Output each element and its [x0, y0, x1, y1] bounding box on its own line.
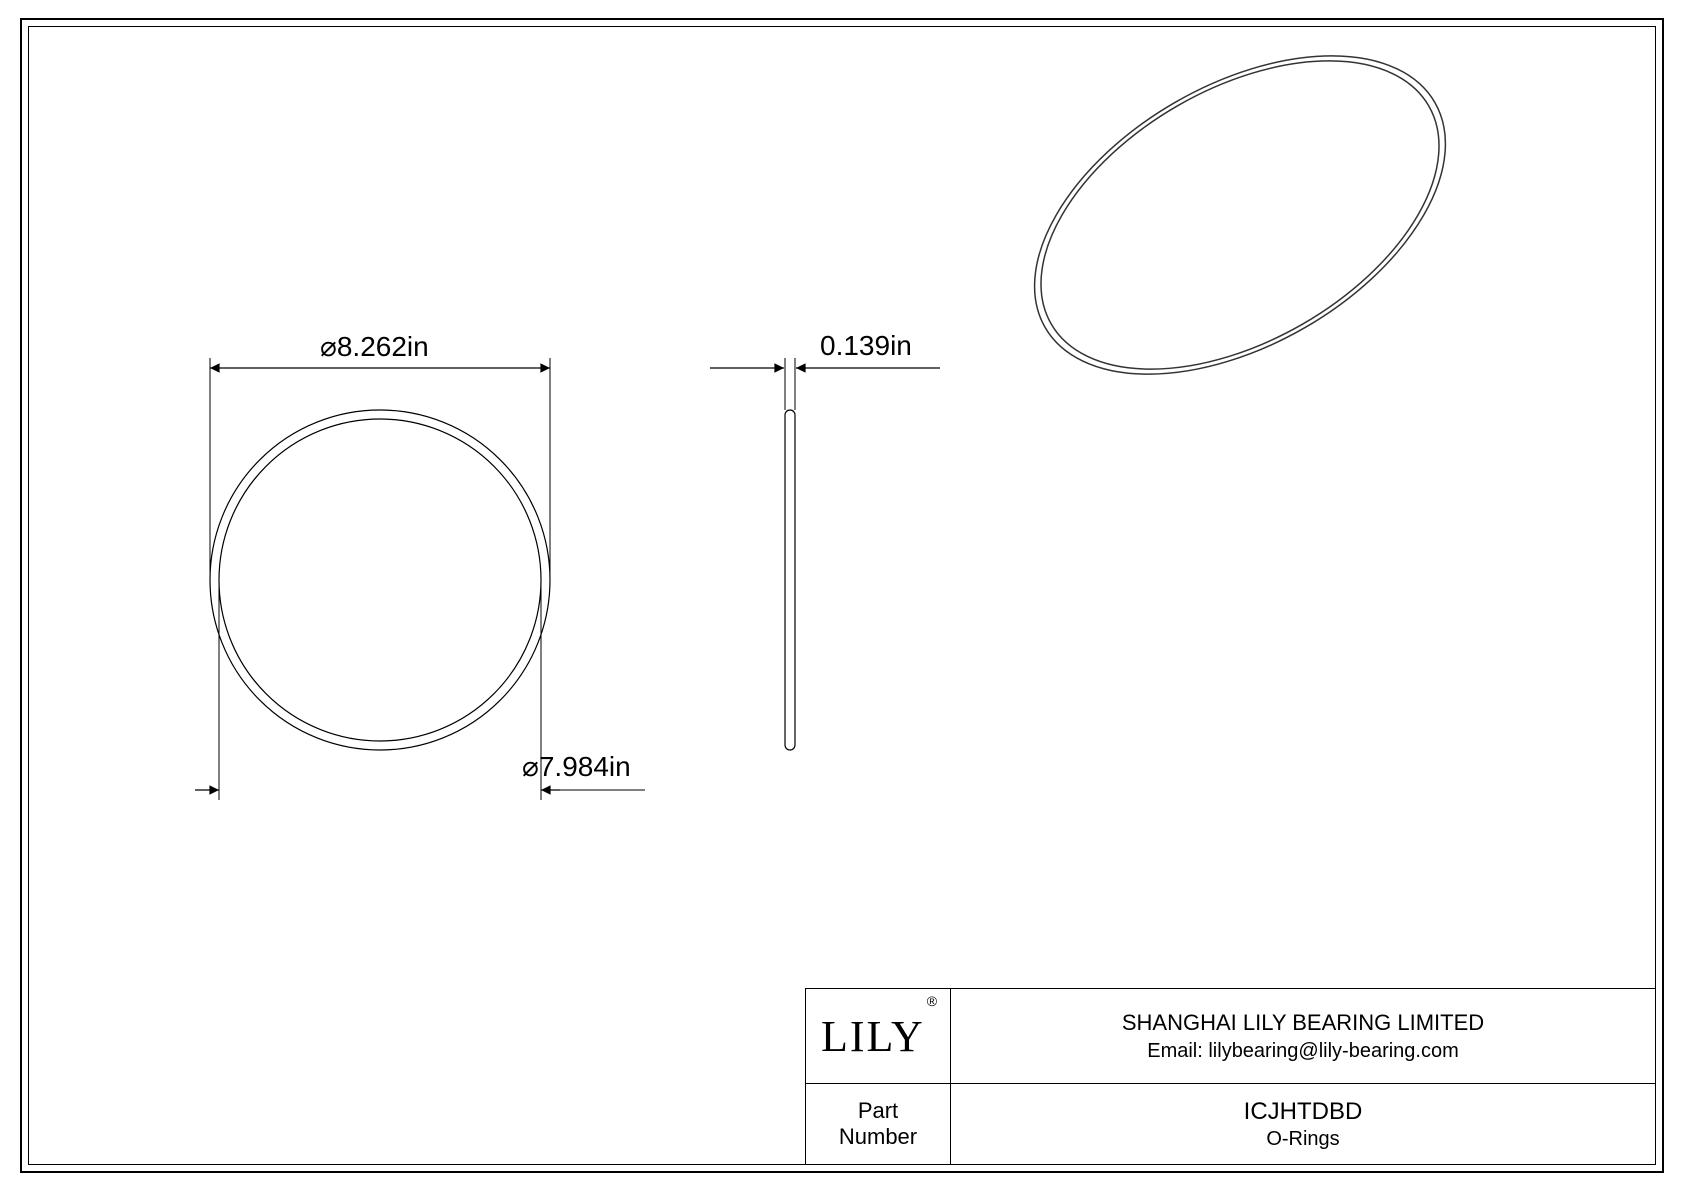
company-logo: LILY®: [821, 1011, 935, 1062]
title-block-part-number-value-cell: ICJHTDBD O-Rings: [951, 1084, 1655, 1164]
dimension-value: 0.139in: [820, 330, 912, 361]
side-view-profile: [785, 410, 795, 750]
registered-symbol: ®: [927, 993, 937, 1009]
company-name: SHANGHAI LILY BEARING LIMITED: [1122, 1010, 1484, 1036]
part-number-label-line2: Number: [839, 1124, 917, 1150]
iso-view-outer-ellipse: [980, 0, 1500, 440]
diameter-symbol: ⌀: [522, 751, 539, 782]
part-number-label-line1: Part: [858, 1098, 898, 1124]
part-type: O-Rings: [1266, 1128, 1339, 1151]
front-view-inner-circle: [219, 419, 541, 741]
diameter-symbol: ⌀: [320, 331, 337, 362]
logo-text: LILY: [821, 1012, 925, 1061]
front-view-outer-circle: [210, 410, 550, 750]
title-block-company-cell: SHANGHAI LILY BEARING LIMITED Email: lil…: [951, 989, 1655, 1083]
dimension-cross-section: 0.139in: [820, 330, 912, 362]
dimension-outer-diameter: ⌀8.262in: [320, 330, 429, 363]
company-email: Email: lilybearing@lily-bearing.com: [1147, 1040, 1459, 1063]
dimension-value: 7.984in: [539, 751, 631, 782]
title-block-part-number-label-cell: Part Number: [806, 1084, 951, 1164]
dimension-inner-diameter: ⌀7.984in: [522, 750, 631, 783]
dimension-value: 8.262in: [337, 331, 429, 362]
title-block-logo-cell: LILY®: [806, 989, 951, 1083]
part-number-value: ICJHTDBD: [1244, 1098, 1363, 1126]
iso-view-inner-ellipse: [988, 0, 1491, 433]
title-block: LILY® SHANGHAI LILY BEARING LIMITED Emai…: [805, 988, 1655, 1164]
